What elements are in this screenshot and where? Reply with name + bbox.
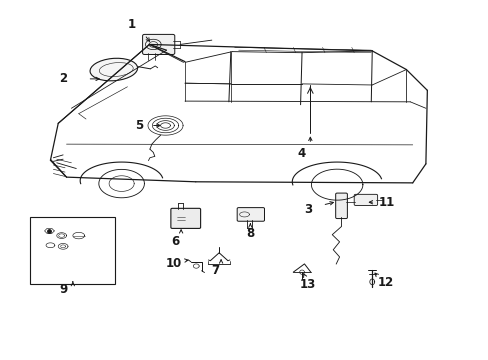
Text: 5: 5 xyxy=(134,119,142,132)
Text: 2: 2 xyxy=(59,72,67,85)
Text: 8: 8 xyxy=(246,227,254,240)
FancyBboxPatch shape xyxy=(170,208,200,228)
Bar xyxy=(30,217,115,284)
FancyBboxPatch shape xyxy=(353,194,377,206)
Text: 7: 7 xyxy=(211,264,219,277)
Text: 3: 3 xyxy=(303,203,311,216)
Text: 10: 10 xyxy=(165,257,182,270)
Text: 4: 4 xyxy=(297,147,305,159)
Text: 1: 1 xyxy=(127,18,135,31)
Text: 12: 12 xyxy=(377,276,393,289)
Ellipse shape xyxy=(90,58,137,81)
FancyBboxPatch shape xyxy=(237,208,264,221)
Text: 11: 11 xyxy=(378,196,394,209)
FancyBboxPatch shape xyxy=(335,193,346,219)
Text: 6: 6 xyxy=(171,235,179,248)
FancyBboxPatch shape xyxy=(142,35,174,54)
Text: 9: 9 xyxy=(59,283,67,296)
Text: 13: 13 xyxy=(299,278,315,291)
